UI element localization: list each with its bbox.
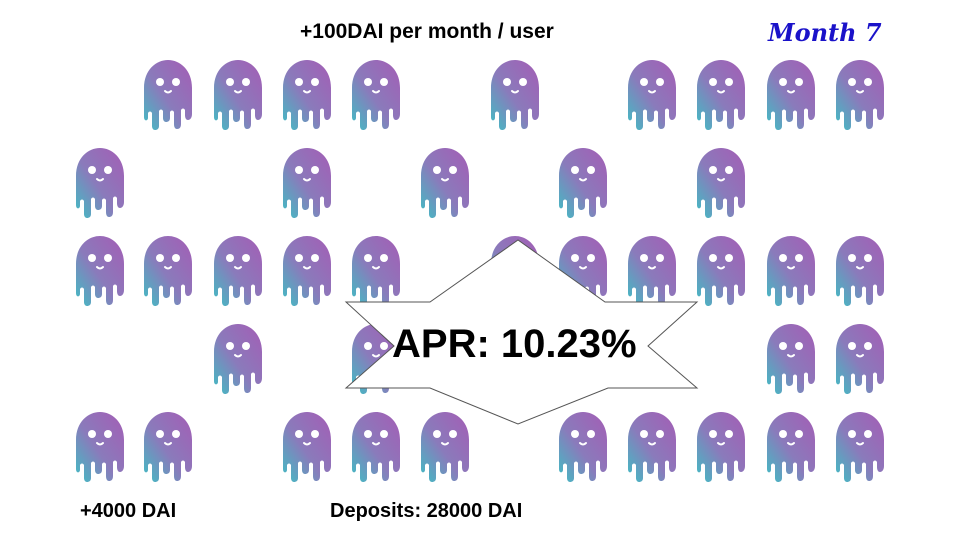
month-label: Month 7	[768, 18, 882, 47]
ghost-icon	[279, 234, 335, 306]
ghost-icon	[210, 234, 266, 306]
ghost-icon	[140, 58, 196, 130]
ghost-icon	[555, 410, 611, 482]
ghost-icon	[832, 322, 888, 394]
ghost-icon	[210, 322, 266, 394]
apr-label: APR: 10.23%	[392, 322, 637, 367]
deposits-label: Deposits: 28000 DAI	[330, 500, 522, 523]
ghost-icon	[763, 322, 819, 394]
ghost-icon	[693, 234, 749, 306]
ghost-icon	[693, 58, 749, 130]
ghost-icon	[693, 410, 749, 482]
ghost-icon	[140, 234, 196, 306]
ghost-icon	[763, 410, 819, 482]
ghost-icon	[832, 58, 888, 130]
ghost-icon	[417, 146, 473, 218]
ghost-icon	[140, 410, 196, 482]
ghost-icon	[348, 58, 404, 130]
ghost-icon	[624, 410, 680, 482]
ghost-icon	[279, 58, 335, 130]
ghost-icon	[555, 146, 611, 218]
ghost-icon	[763, 234, 819, 306]
ghost-icon	[763, 58, 819, 130]
income-label: +4000 DAI	[80, 500, 176, 523]
ghost-icon	[487, 58, 543, 130]
ghost-icon	[348, 234, 404, 306]
ghost-icon	[832, 234, 888, 306]
ghost-icon	[487, 234, 543, 306]
ghost-icon	[72, 234, 128, 306]
ghost-icon	[417, 410, 473, 482]
ghost-icon	[210, 58, 266, 130]
ghost-icon	[624, 234, 680, 306]
ghost-icon	[279, 410, 335, 482]
ghost-icon	[348, 410, 404, 482]
ghost-icon	[279, 146, 335, 218]
ghost-icon	[832, 410, 888, 482]
ghost-icon	[72, 410, 128, 482]
ghost-icon	[555, 234, 611, 306]
rate-label: +100DAI per month / user	[300, 20, 554, 44]
ghost-icon	[693, 146, 749, 218]
ghost-icon	[72, 146, 128, 218]
ghost-icon	[624, 58, 680, 130]
